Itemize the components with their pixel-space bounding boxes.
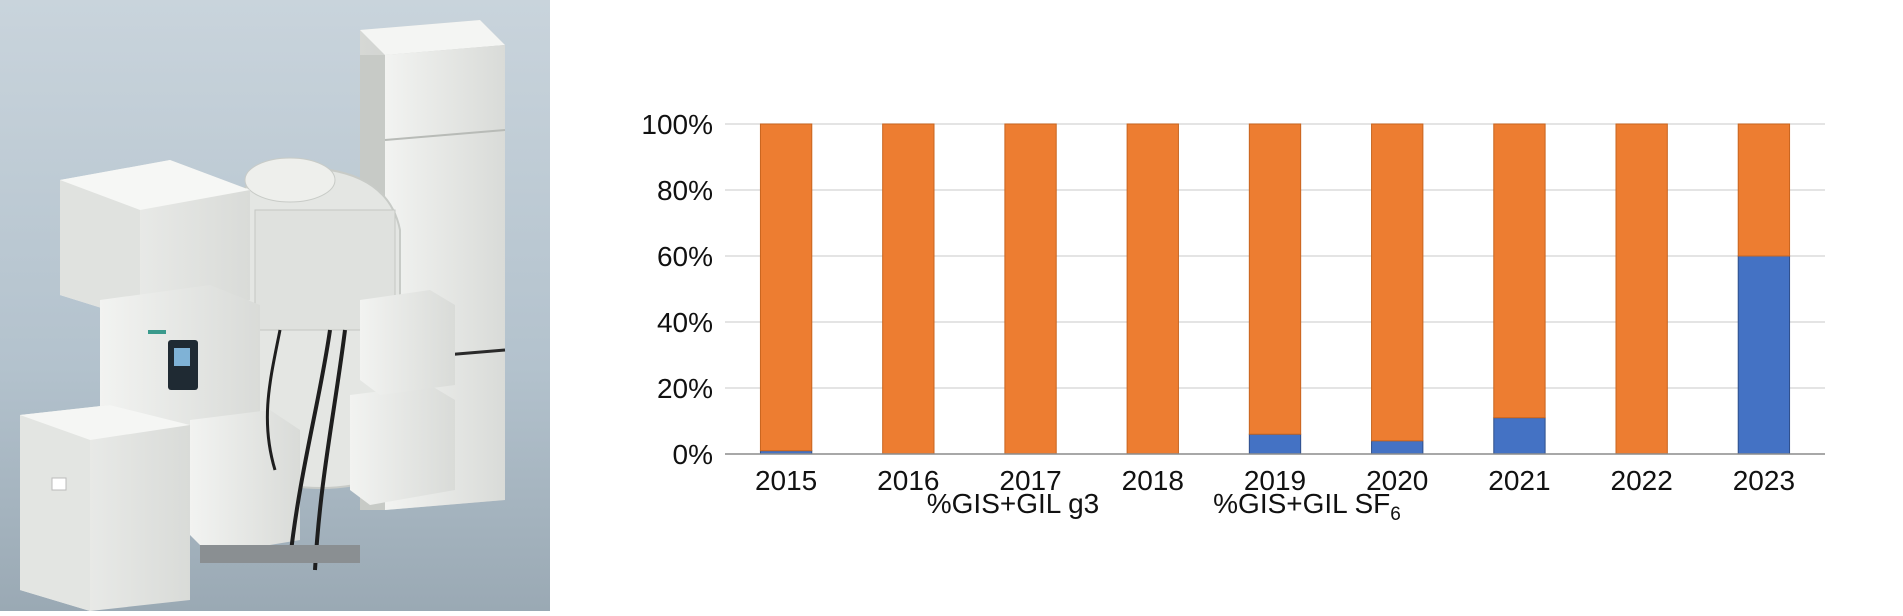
x-tick-label: 2023 [1733,465,1795,496]
upper-left-cabinet [60,160,250,320]
y-tick-label: 60% [657,241,713,272]
bars [759,123,1791,455]
x-tick-label: 2017 [999,465,1061,496]
bar-segment-sf6 [759,123,813,452]
x-tick-label: 2018 [1122,465,1184,496]
x-tick-label: 2015 [755,465,817,496]
bar-segment-sf6 [1371,123,1424,442]
x-tick-label: 2019 [1244,465,1306,496]
lower-left-cabinet [20,405,190,611]
stacked-percent-bar-chart: 0% 20% 40% 60% 80% 100% 2015 2016 2017 2018 2019 2… [560,0,1903,611]
switchgear-photo [0,0,550,611]
bar-segment-sf6 [1004,123,1057,455]
y-tick-label: 100% [641,109,713,140]
bar-segment-sf6 [1126,123,1179,455]
x-tick-label: 2022 [1611,465,1673,496]
legend: %GIS+GIL g3 %GIS+GIL SF6 [927,488,1401,525]
chart-canvas: 0%20%40%60%80%100% 2015 2016 2017 2018 2019 2… [641,109,1825,525]
y-tick-label: 20% [657,373,713,404]
bar-segment-sf6 [1615,123,1668,455]
legend-subscript: 6 [1390,504,1401,525]
y-tick-label: 40% [657,307,713,338]
bar-segment-sf6 [1493,123,1546,419]
y-tick-label: 80% [657,175,713,206]
x-tick-label: 2021 [1488,465,1550,496]
x-tick-label: 2016 [877,465,939,496]
control-cabinet [100,285,260,440]
legend-label-g3: %GIS+GIL g3 [927,488,1100,519]
x-tick-label: 2020 [1366,465,1428,496]
bar-segment-g3 [1493,417,1546,455]
legend-label-sf6: %GIS+GIL SF6 [1213,488,1401,525]
x-axis-ticks: 2015 2016 2017 2018 2019 2020 2021 2022 2023 [755,465,1795,496]
bar-segment-sf6 [1248,123,1302,435]
bar-segment-sf6 [1737,123,1791,257]
bar-segment-sf6 [882,123,935,455]
front-junction-boxes [190,290,455,571]
bar-segment-g3 [1371,440,1424,455]
bar-segment-g3 [1737,255,1791,455]
y-tick-label: 0% [673,439,713,470]
switchgear-illustration [0,0,550,611]
y-axis-ticks: 0% 20% 40% 60% 80% 100% [641,109,713,470]
bar-segment-g3 [1248,433,1302,455]
